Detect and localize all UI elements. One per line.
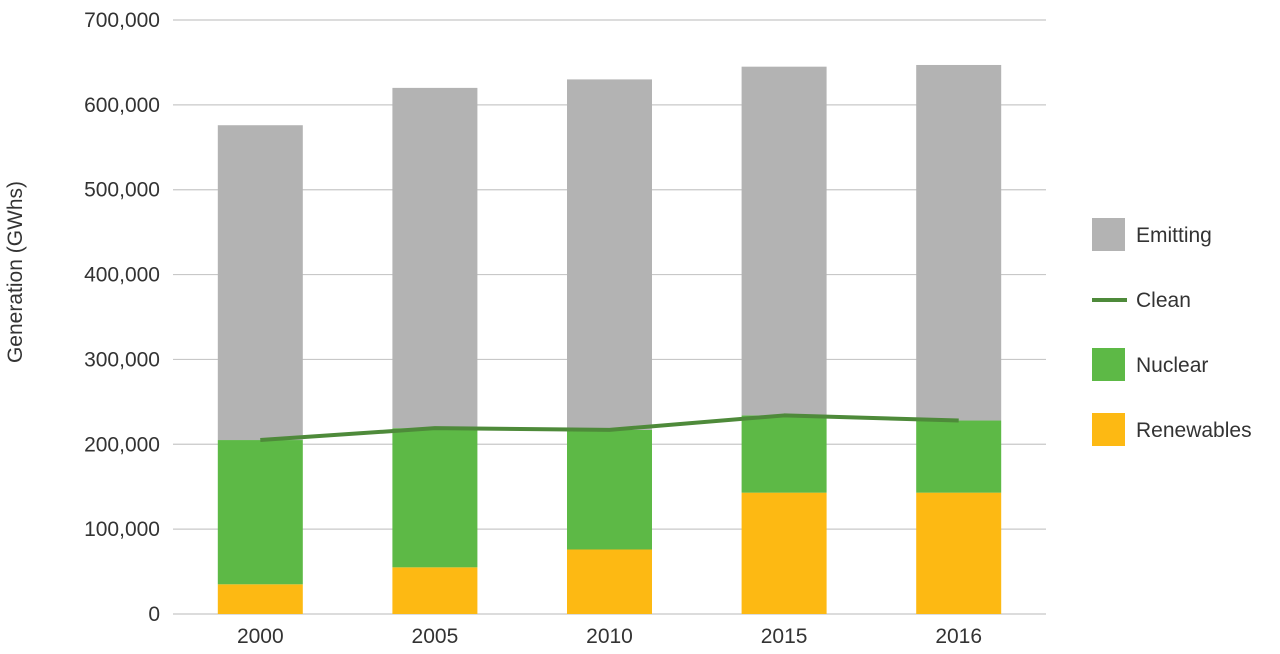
legend-label-renewables: Renewables xyxy=(1136,419,1252,442)
y-tick-label: 0 xyxy=(148,603,160,626)
x-tick-label: 2005 xyxy=(412,625,459,648)
x-tick-label: 2016 xyxy=(935,625,982,648)
y-tick-label: 500,000 xyxy=(84,179,160,202)
legend-swatch-emitting xyxy=(1092,218,1125,251)
x-axis-ticks: 2000 2005 2010 2015 2016 xyxy=(237,625,982,648)
bar-nuclear-2000 xyxy=(217,440,303,585)
bar-renewables-2010 xyxy=(567,549,652,614)
bar-nuclear-2005 xyxy=(392,428,478,568)
y-tick-label: 600,000 xyxy=(84,94,160,117)
bar-nuclear-2010 xyxy=(567,429,652,550)
y-tick-label: 100,000 xyxy=(84,518,160,541)
y-tick-label: 300,000 xyxy=(84,348,160,371)
line-clean xyxy=(260,413,959,443)
bar-nuclear-2015 xyxy=(741,415,827,493)
bar-emitting-2016 xyxy=(916,64,1002,421)
y-axis-ticks: 0 100,000 200,000 300,000 400,000 500,000 600,… xyxy=(84,9,160,626)
x-tick-label: 2010 xyxy=(586,625,633,648)
bar-renewables-2005 xyxy=(392,567,478,614)
clean-line xyxy=(260,413,959,443)
y-axis-title: Generation (GWhs) xyxy=(4,181,27,363)
bar-emitting-2010 xyxy=(567,79,652,430)
x-tick-label: 2015 xyxy=(761,625,808,648)
bar-renewables-2015 xyxy=(741,492,827,614)
bar-emitting-2005 xyxy=(392,87,478,429)
legend-label-clean: Clean xyxy=(1136,289,1191,312)
legend-swatch-nuclear xyxy=(1092,348,1125,381)
legend-swatch-renewables xyxy=(1092,413,1125,446)
bars xyxy=(217,64,1002,614)
legend-label-nuclear: Nuclear xyxy=(1136,354,1208,377)
x-tick-label: 2000 xyxy=(237,625,284,648)
y-tick-label: 400,000 xyxy=(84,264,160,287)
y-tick-label: 700,000 xyxy=(84,9,160,32)
bar-emitting-2000 xyxy=(217,125,303,441)
legend: Emitting Clean Nuclear Renewables xyxy=(1092,218,1252,446)
y-tick-label: 200,000 xyxy=(84,433,160,456)
bar-renewables-2016 xyxy=(916,492,1002,614)
legend-label-emitting: Emitting xyxy=(1136,224,1212,247)
bar-nuclear-2016 xyxy=(916,420,1002,493)
bar-renewables-2000 xyxy=(217,584,303,614)
bar-emitting-2015 xyxy=(741,66,827,416)
